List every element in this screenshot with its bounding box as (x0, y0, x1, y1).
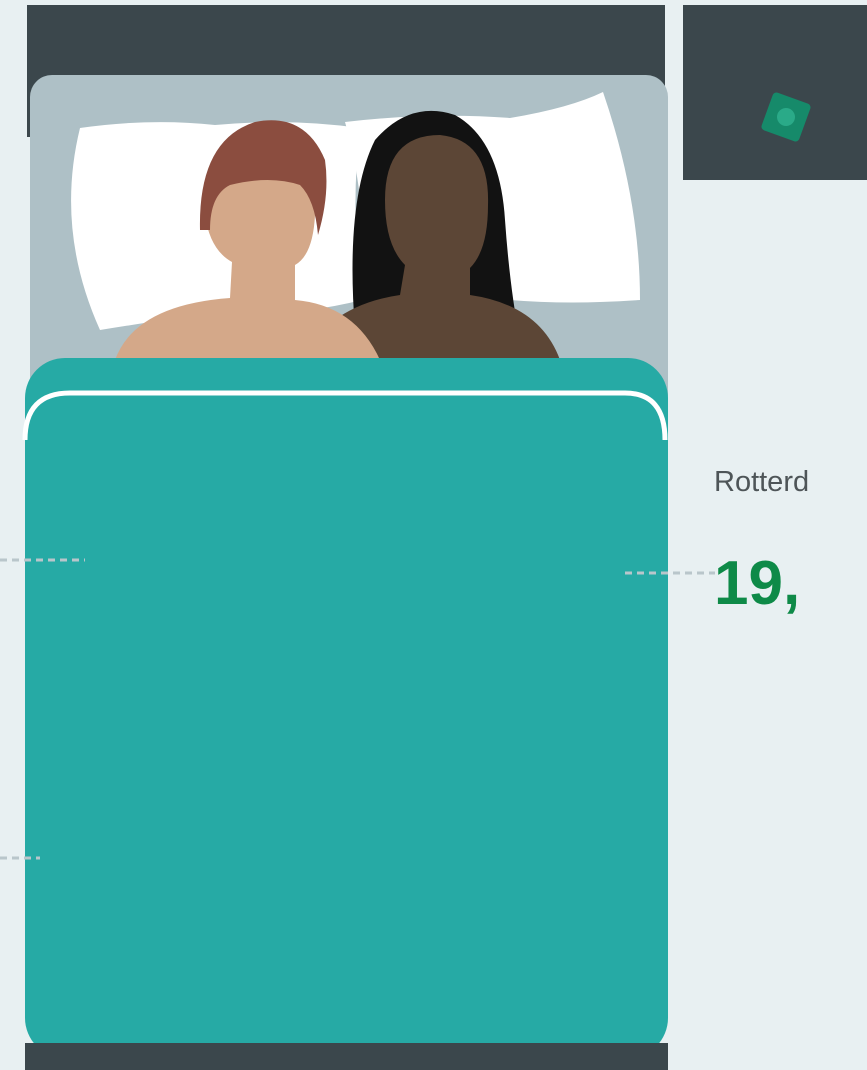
page: Rotterd 19, (() => { const data = JSON.p… (0, 0, 867, 1070)
illustration: Rotterd 19, (0, 0, 867, 1070)
bed-foot (25, 1043, 668, 1070)
figure: 19, (714, 549, 800, 618)
blanket (25, 358, 668, 1058)
panel (683, 5, 867, 180)
city-label: Rotterd (714, 466, 809, 498)
